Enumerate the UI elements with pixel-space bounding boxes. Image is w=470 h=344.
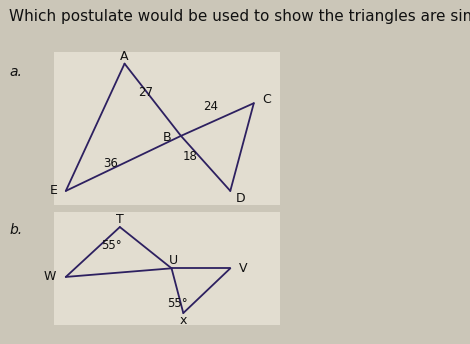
Text: V: V xyxy=(239,262,247,275)
Text: D: D xyxy=(236,192,245,205)
Text: a.: a. xyxy=(9,65,22,79)
Text: 18: 18 xyxy=(183,150,198,163)
Text: T: T xyxy=(116,213,124,226)
Text: C: C xyxy=(262,93,271,106)
FancyBboxPatch shape xyxy=(54,212,280,325)
Text: 55°: 55° xyxy=(167,297,188,310)
Text: E: E xyxy=(49,184,57,197)
Text: B: B xyxy=(163,131,172,144)
Text: 24: 24 xyxy=(203,100,218,113)
Text: 36: 36 xyxy=(103,157,118,170)
Text: U: U xyxy=(169,254,179,267)
Text: x: x xyxy=(180,314,187,327)
Text: W: W xyxy=(44,270,56,283)
Text: A: A xyxy=(120,50,129,63)
Text: 27: 27 xyxy=(138,86,153,99)
Text: b.: b. xyxy=(9,224,23,237)
Text: Which postulate would be used to show the triangles are similar?: Which postulate would be used to show th… xyxy=(9,9,470,24)
Text: 55°: 55° xyxy=(101,239,122,252)
FancyBboxPatch shape xyxy=(54,52,280,205)
